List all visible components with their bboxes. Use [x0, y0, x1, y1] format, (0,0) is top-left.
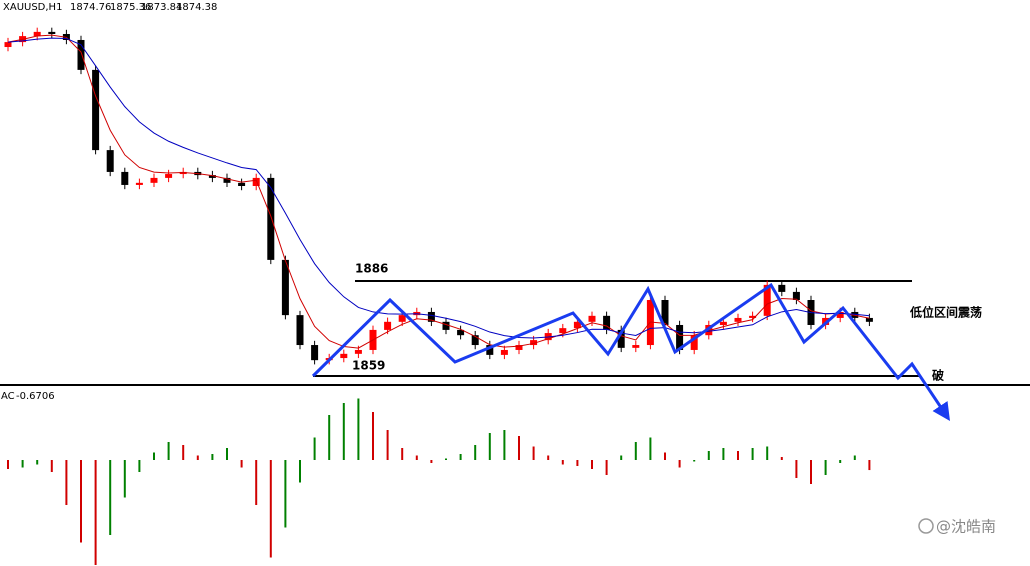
candle-body — [515, 345, 523, 350]
indicator-value: -0.6706 — [16, 391, 55, 402]
candle-body — [121, 171, 129, 185]
candle-body — [384, 321, 392, 330]
candle-body — [48, 31, 56, 34]
candle-body — [734, 317, 742, 322]
candle-body — [106, 150, 114, 172]
candle-body — [719, 321, 727, 325]
moving-average — [7, 37, 870, 339]
candle-body — [252, 177, 260, 186]
candle-body — [427, 311, 435, 322]
quote-low: 1873.84 — [141, 2, 182, 13]
quote-open: 1874.76 — [70, 2, 111, 13]
candle-body — [238, 182, 246, 186]
candle-body — [617, 329, 625, 348]
watermark: @沈皓南 — [936, 518, 996, 536]
indicator-name: AC — [1, 391, 15, 402]
level-label: 1859 — [352, 359, 385, 373]
candle-body — [457, 329, 465, 336]
candle-body — [530, 340, 538, 346]
candle-body — [281, 259, 289, 316]
watermark-logo — [918, 518, 934, 534]
candle-body — [500, 349, 508, 355]
candle-body — [792, 291, 800, 300]
range-note: 低位区间震荡 — [909, 305, 982, 320]
candle-body — [340, 353, 348, 359]
candle-body — [442, 321, 450, 330]
candle-body — [135, 182, 143, 185]
candle-body — [92, 69, 100, 151]
quote-high: 1875.36 — [110, 2, 151, 13]
candle-body — [398, 315, 406, 322]
candle-body — [588, 315, 596, 322]
candle-body — [778, 284, 786, 292]
candle-body — [573, 321, 581, 329]
level-label: 1886 — [355, 262, 388, 276]
candle-body — [559, 328, 567, 334]
candle-body — [296, 315, 304, 346]
candle-body — [661, 300, 669, 325]
quote-close: 1874.38 — [176, 2, 217, 13]
candle-body — [311, 345, 319, 361]
candle-body — [603, 315, 611, 330]
candle-body — [676, 324, 684, 350]
candle-body — [33, 31, 41, 37]
symbol: XAUUSD,H1 — [3, 2, 62, 13]
trend-arrow — [311, 282, 950, 421]
candle-body — [223, 177, 231, 183]
candle-body — [836, 311, 844, 318]
candle-body — [165, 174, 173, 178]
candle-body — [763, 284, 771, 316]
candle-body — [690, 335, 698, 350]
candle-body — [150, 177, 158, 183]
moving-average — [7, 34, 870, 349]
candle-body — [267, 177, 275, 260]
candle-body — [4, 42, 12, 48]
candle-body — [632, 345, 640, 348]
candle-body — [77, 39, 85, 70]
candle-body — [354, 349, 362, 354]
break-note: 破 — [932, 368, 944, 383]
candle-body — [749, 315, 757, 318]
candle-body — [865, 317, 873, 322]
candle-body — [486, 345, 494, 355]
candle-body — [208, 175, 216, 178]
candle-body — [471, 335, 479, 346]
